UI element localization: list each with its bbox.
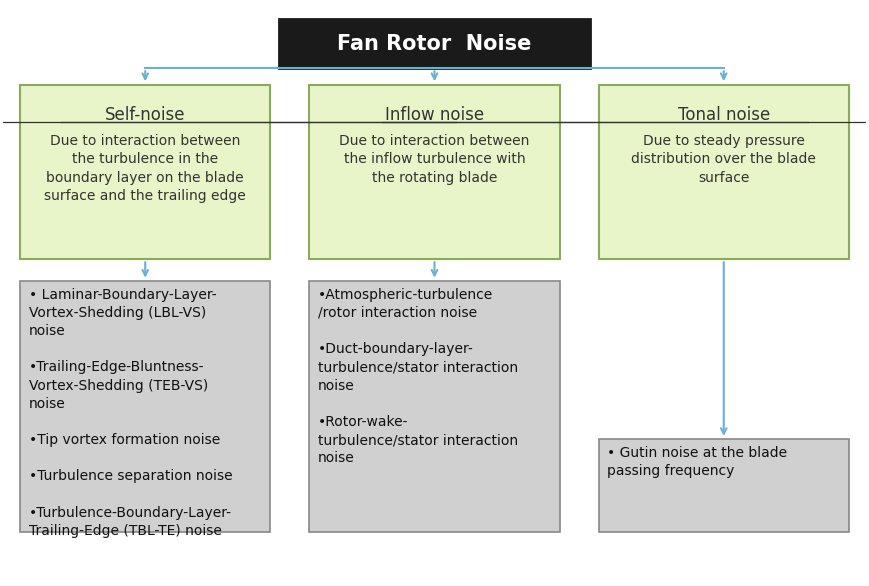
Text: Fan Rotor  Noise: Fan Rotor Noise [337, 34, 532, 54]
Text: • Gutin noise at the blade
passing frequency: • Gutin noise at the blade passing frequ… [607, 446, 787, 478]
FancyBboxPatch shape [20, 84, 270, 259]
Text: Due to interaction between
the inflow turbulence with
the rotating blade: Due to interaction between the inflow tu… [339, 134, 530, 185]
FancyBboxPatch shape [599, 440, 849, 532]
Text: Due to interaction between
the turbulence in the
boundary layer on the blade
sur: Due to interaction between the turbulenc… [44, 134, 246, 203]
FancyBboxPatch shape [309, 84, 560, 259]
Text: Self-noise: Self-noise [105, 107, 185, 124]
Text: Due to steady pressure
distribution over the blade
surface: Due to steady pressure distribution over… [631, 134, 816, 185]
Text: Tonal noise: Tonal noise [678, 107, 770, 124]
Text: •Atmospheric-turbulence
/rotor interaction noise

•Duct-boundary-layer-
turbulen: •Atmospheric-turbulence /rotor interacti… [318, 288, 518, 465]
FancyBboxPatch shape [599, 84, 849, 259]
FancyBboxPatch shape [309, 281, 560, 532]
Text: • Laminar-Boundary-Layer-
Vortex-Shedding (LBL-VS)
noise

•Trailing-Edge-Bluntne: • Laminar-Boundary-Layer- Vortex-Sheddin… [29, 288, 232, 538]
FancyBboxPatch shape [20, 281, 270, 532]
FancyBboxPatch shape [279, 19, 590, 69]
Text: Inflow noise: Inflow noise [385, 107, 484, 124]
